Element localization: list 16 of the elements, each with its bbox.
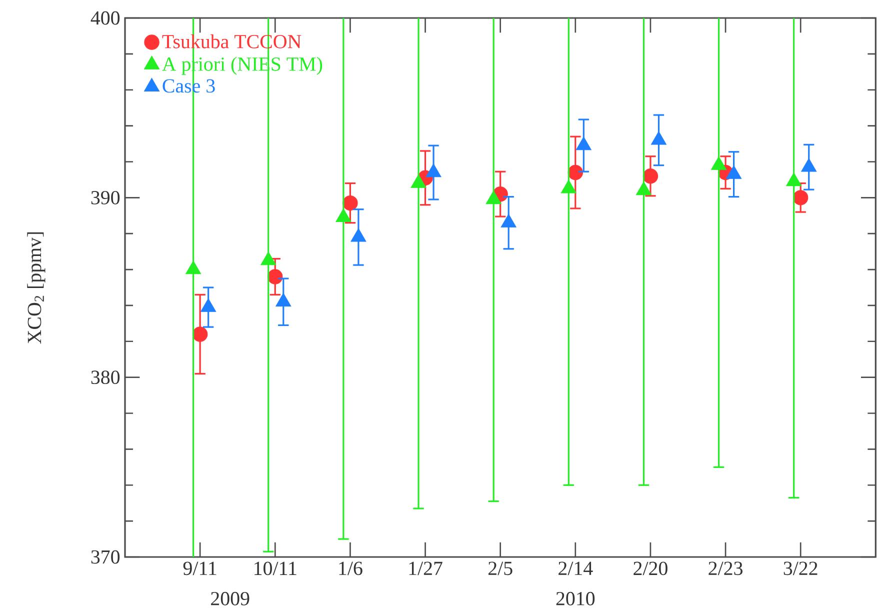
x-tick-label: 2/23 bbox=[708, 562, 742, 576]
text: 2010 bbox=[556, 592, 595, 606]
y-tick-label: 370 bbox=[91, 550, 120, 564]
y-tick-label: 400 bbox=[90, 11, 120, 25]
x-tick-label: 1/27 bbox=[409, 562, 442, 576]
x-tick-label: 10/11 bbox=[254, 562, 296, 576]
y-axis-title: XCO$_{2}$ [ppmv] bbox=[27, 232, 46, 344]
x-tick-label: 3/22 bbox=[784, 562, 818, 576]
x-tick-label: 9/11 bbox=[183, 562, 216, 576]
x-tick-label: 2/20 bbox=[634, 562, 668, 576]
y-tick-label: 380 bbox=[91, 370, 120, 384]
y-tick-label: 390 bbox=[91, 190, 120, 204]
x-tick-label: 2/14 bbox=[558, 562, 593, 576]
x-tick-label: 2/5 bbox=[488, 562, 512, 576]
x-tick-label: 1/6 bbox=[339, 562, 362, 576]
text: 2009 bbox=[211, 592, 250, 606]
